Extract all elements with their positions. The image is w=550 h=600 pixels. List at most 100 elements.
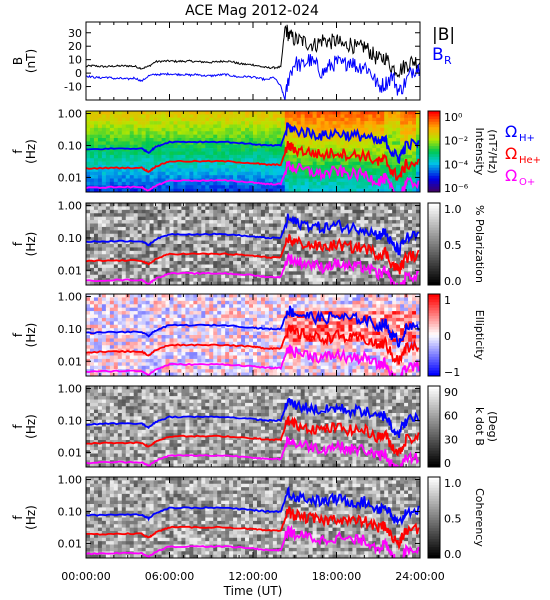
heatmap-cell	[113, 264, 119, 269]
heatmap-cell	[165, 257, 170, 262]
heatmap-cell	[137, 131, 142, 135]
heatmap-cell	[392, 213, 397, 217]
heatmap-cell	[125, 311, 131, 315]
heatmap-cell	[93, 307, 99, 312]
heatmap-cell	[280, 237, 286, 241]
heatmap-cell	[105, 230, 111, 235]
heatmap-cell	[153, 151, 158, 156]
heatmap-cell	[324, 254, 329, 258]
heatmap-cell	[264, 209, 270, 214]
heatmap-cell	[340, 127, 345, 132]
heatmap-cell	[129, 247, 135, 252]
heatmap-cell	[221, 281, 226, 286]
heatmap-cell	[221, 267, 226, 272]
heatmap-cell	[264, 267, 270, 272]
heatmap-cell	[380, 148, 385, 152]
heatmap-cell	[86, 311, 91, 315]
heatmap-cell	[141, 369, 146, 373]
heatmap-cell	[137, 148, 142, 152]
heatmap-cell	[233, 226, 238, 231]
heatmap-cell	[312, 111, 317, 115]
heatmap-cell	[336, 230, 341, 235]
heatmap-cell	[113, 247, 119, 252]
heatmap-cell	[388, 188, 393, 193]
heatmap-cell	[133, 307, 138, 312]
heatmap-cell	[137, 111, 142, 115]
heatmap-cell	[253, 141, 258, 146]
heatmap-cell	[304, 114, 309, 119]
heatmap-cell	[153, 124, 158, 129]
heatmap-cell	[165, 331, 170, 336]
heatmap-cell	[233, 206, 238, 211]
heatmap-cell	[157, 307, 162, 312]
heatmap-cell	[256, 233, 262, 238]
heatmap-cell	[328, 278, 333, 282]
heatmap-cell	[356, 264, 361, 269]
heatmap-cell	[300, 171, 305, 176]
heatmap-cell	[181, 358, 186, 363]
heatmap-cell	[237, 127, 242, 132]
heatmap-cell	[360, 161, 365, 166]
heatmap-cell	[129, 144, 135, 149]
heatmap-cell	[392, 114, 397, 119]
heatmap-cell	[201, 131, 206, 135]
heatmap-cell	[209, 267, 214, 272]
heatmap-cell	[376, 168, 381, 173]
heatmap-cell	[352, 230, 357, 235]
heatmap-cell	[300, 233, 305, 238]
heatmap-cell	[97, 311, 103, 315]
heatmap-cell	[197, 203, 202, 207]
heatmap-cell	[416, 154, 421, 159]
heatmap-cell	[328, 175, 333, 179]
heatmap-cell	[133, 317, 138, 322]
heatmap-cell	[185, 338, 190, 343]
heatmap-cell	[253, 124, 258, 129]
colorbar-label: % Polarization	[473, 205, 486, 283]
heatmap-cell	[396, 209, 401, 214]
heatmap-cell	[93, 144, 99, 149]
heatmap-cells	[86, 203, 421, 286]
heatmap-cell	[137, 144, 142, 149]
heatmap-cell	[352, 181, 357, 186]
heatmap-cell	[256, 138, 262, 142]
heatmap-cell	[284, 188, 290, 193]
heatmap-cell	[201, 203, 206, 207]
heatmap-cell	[392, 230, 397, 235]
heatmap-cell	[133, 127, 138, 132]
heatmap-cell	[256, 131, 262, 135]
heatmap-cell	[260, 178, 266, 183]
heatmap-cell	[145, 209, 150, 214]
heatmap-cell	[284, 267, 290, 272]
heatmap-cell	[352, 161, 357, 166]
heatmap-cell	[288, 264, 294, 269]
heatmap-cell	[253, 178, 258, 183]
heatmap-cell	[161, 294, 166, 298]
heatmap-cell	[400, 154, 405, 159]
heatmap-cell	[93, 321, 99, 326]
heatmap-cell	[205, 261, 210, 265]
heatmap-cell	[109, 114, 115, 119]
heatmap-cell	[149, 223, 154, 228]
heatmap-cell	[332, 247, 337, 252]
heatmap-cell	[332, 278, 337, 282]
heatmap-cell	[213, 111, 218, 115]
heatmap-cell	[249, 124, 254, 129]
heatmap-cell	[348, 254, 353, 258]
heatmap-cell	[117, 274, 123, 279]
heatmap-cell	[408, 127, 413, 132]
heatmap-cell	[157, 352, 162, 356]
heatmap-cell	[141, 264, 146, 269]
heatmap-cell	[308, 124, 313, 129]
heatmap-cell	[372, 216, 377, 221]
heatmap-cell	[137, 141, 142, 146]
heatmap-cell	[145, 216, 150, 221]
heatmap-cell	[225, 188, 230, 193]
heatmap-cell	[332, 188, 337, 193]
heatmap-cell	[416, 134, 421, 139]
heatmap-cell	[185, 281, 190, 286]
heatmap-cell	[392, 223, 397, 228]
heatmap-cell	[153, 247, 158, 252]
heatmap-cell	[181, 121, 186, 125]
heatmap-cell	[161, 138, 166, 142]
